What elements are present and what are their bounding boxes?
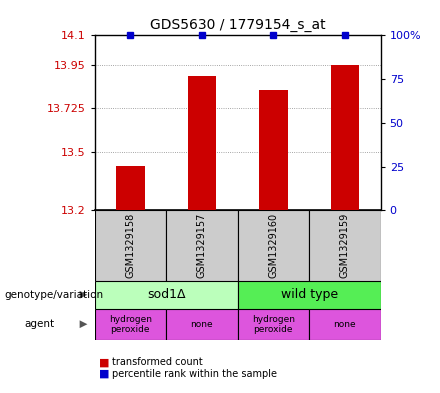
Bar [259, 90, 288, 210]
Text: hydrogen
peroxide: hydrogen peroxide [252, 314, 295, 334]
Bar [330, 64, 359, 210]
Text: none: none [334, 320, 356, 329]
Text: GSM1329158: GSM1329158 [125, 213, 136, 278]
Bar [166, 210, 238, 281]
Text: ■: ■ [99, 369, 110, 379]
Title: GDS5630 / 1779154_s_at: GDS5630 / 1779154_s_at [150, 18, 326, 31]
Text: GSM1329157: GSM1329157 [197, 213, 207, 278]
Text: ■: ■ [99, 357, 110, 367]
Bar [95, 281, 238, 309]
Text: sod1Δ: sod1Δ [147, 288, 185, 301]
Bar [95, 210, 166, 281]
Text: GSM1329160: GSM1329160 [268, 213, 279, 278]
Text: none: none [191, 320, 213, 329]
Text: transformed count: transformed count [112, 357, 203, 367]
Text: GSM1329159: GSM1329159 [340, 213, 350, 278]
Bar [238, 281, 381, 309]
Bar [187, 76, 216, 210]
Bar [238, 210, 309, 281]
Bar [166, 309, 238, 340]
Text: genotype/variation: genotype/variation [4, 290, 103, 300]
Bar [309, 210, 381, 281]
Bar [116, 165, 145, 210]
Text: agent: agent [24, 319, 54, 329]
Text: hydrogen
peroxide: hydrogen peroxide [109, 314, 152, 334]
Text: wild type: wild type [281, 288, 337, 301]
Bar [309, 309, 381, 340]
Bar [95, 309, 166, 340]
Text: percentile rank within the sample: percentile rank within the sample [112, 369, 277, 379]
Bar [238, 309, 309, 340]
